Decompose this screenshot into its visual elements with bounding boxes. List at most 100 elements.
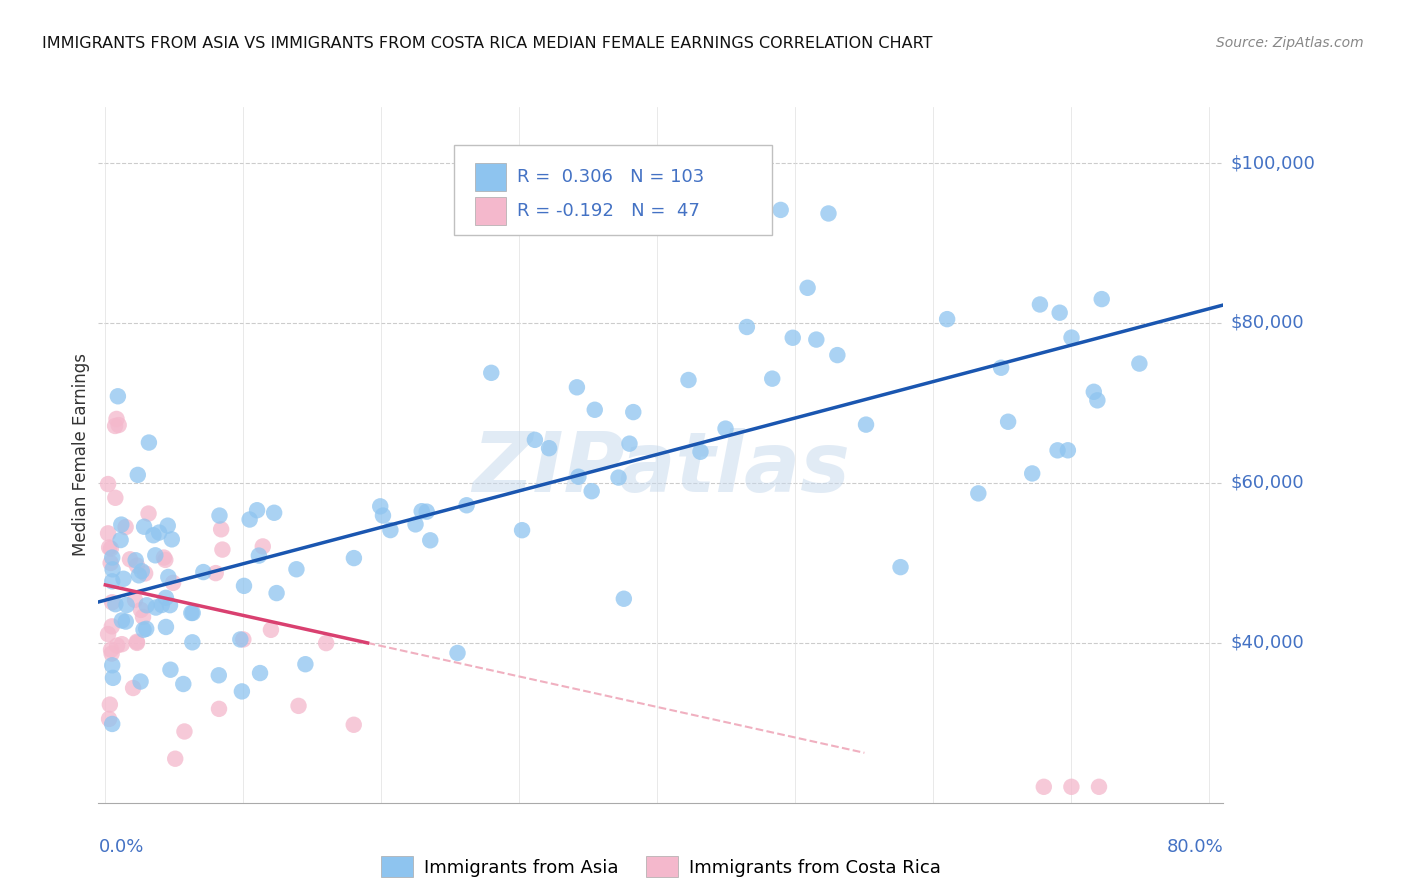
Point [411, 504, 433, 518]
Point [997, 415, 1019, 429]
Point [806, 333, 828, 347]
Point [619, 436, 641, 450]
Point [689, 444, 711, 458]
Point [343, 551, 366, 566]
Point [124, 553, 146, 567]
Point [143, 549, 166, 563]
Point [97, 627, 120, 641]
Point [613, 591, 636, 606]
Text: R = -0.192   N =  47: R = -0.192 N = 47 [517, 202, 700, 220]
Point [1060, 780, 1083, 794]
Point [128, 568, 150, 582]
Point [104, 597, 127, 611]
Point [936, 312, 959, 326]
Point [138, 435, 160, 450]
Point [263, 506, 285, 520]
Point [855, 417, 877, 432]
Point [105, 412, 128, 426]
Point [247, 549, 270, 563]
Point [1128, 357, 1150, 371]
Point [990, 360, 1012, 375]
Point [889, 560, 911, 574]
Point [155, 591, 177, 605]
Point [181, 635, 204, 649]
Point [827, 348, 849, 362]
Point [761, 371, 783, 385]
Point [510, 523, 533, 537]
Point [208, 702, 231, 716]
Point [419, 533, 441, 548]
Point [114, 615, 136, 629]
Point [208, 668, 231, 682]
Point [246, 503, 269, 517]
Point [160, 533, 183, 547]
Point [567, 469, 589, 483]
Point [155, 620, 177, 634]
Point [1049, 306, 1071, 320]
Point [211, 542, 233, 557]
Point [1029, 297, 1052, 311]
Text: Source: ZipAtlas.com: Source: ZipAtlas.com [1216, 36, 1364, 50]
Point [479, 366, 502, 380]
Point [118, 552, 141, 566]
Point [155, 553, 177, 567]
Point [100, 556, 122, 570]
Point [110, 517, 132, 532]
Point [343, 718, 366, 732]
Point [150, 598, 173, 612]
Point [115, 598, 138, 612]
Point [135, 599, 157, 613]
Point [285, 562, 308, 576]
Point [101, 658, 124, 673]
Point [101, 562, 124, 576]
Point [172, 677, 194, 691]
Point [104, 419, 127, 434]
Point [97, 526, 120, 541]
Point [110, 533, 132, 547]
Point [796, 281, 818, 295]
Point [229, 632, 252, 647]
Point [145, 600, 167, 615]
Point [127, 467, 149, 482]
Point [101, 619, 124, 633]
Point [1083, 384, 1105, 399]
Point [233, 579, 256, 593]
Point [252, 540, 274, 554]
Point [1057, 443, 1080, 458]
Text: IMMIGRANTS FROM ASIA VS IMMIGRANTS FROM COSTA RICA MEDIAN FEMALE EARNINGS CORREL: IMMIGRANTS FROM ASIA VS IMMIGRANTS FROM … [42, 36, 932, 51]
Point [249, 666, 271, 681]
Point [100, 541, 122, 556]
Point [105, 639, 128, 653]
Point [98, 698, 121, 712]
Point [132, 610, 155, 624]
Point [131, 564, 153, 578]
Point [260, 623, 283, 637]
Text: $100,000: $100,000 [1230, 154, 1315, 172]
Text: 0.0%: 0.0% [98, 838, 143, 856]
Point [173, 724, 195, 739]
Point [239, 512, 262, 526]
Point [165, 752, 187, 766]
Point [132, 520, 155, 534]
Point [114, 520, 136, 534]
Point [122, 681, 145, 695]
Point [678, 373, 700, 387]
Point [735, 320, 758, 334]
Point [714, 422, 737, 436]
Point [1088, 780, 1111, 794]
Point [101, 671, 124, 685]
Point [125, 636, 148, 650]
Point [134, 566, 156, 581]
Point [232, 632, 254, 647]
Point [209, 522, 232, 536]
Legend: Immigrants from Asia, Immigrants from Costa Rica: Immigrants from Asia, Immigrants from Co… [374, 849, 948, 884]
Point [456, 498, 478, 512]
Point [104, 491, 127, 505]
Point [204, 566, 226, 581]
Point [111, 637, 134, 651]
Text: R =  0.306   N = 103: R = 0.306 N = 103 [517, 169, 704, 186]
Text: ZIPatlas: ZIPatlas [472, 428, 849, 509]
Point [135, 622, 157, 636]
Point [97, 477, 120, 491]
Point [621, 405, 644, 419]
